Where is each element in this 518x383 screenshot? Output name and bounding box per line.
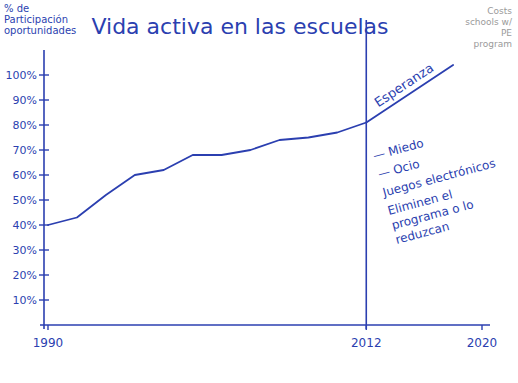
y-axis-title: % deParticipaciónoportunidades xyxy=(4,3,76,36)
y-tick-label: 30% xyxy=(13,244,37,257)
vertical-line xyxy=(365,20,367,329)
x-tick-label: 1990 xyxy=(33,336,64,350)
text-line: Costs xyxy=(487,6,512,16)
y-tick xyxy=(39,274,49,275)
y-tick xyxy=(39,299,49,300)
series-line xyxy=(48,123,366,226)
text-line: Participación xyxy=(4,14,68,25)
text-line: % de xyxy=(4,3,29,14)
text-line: PE xyxy=(501,28,512,38)
y-tick xyxy=(39,199,49,200)
y-tick-label: 90% xyxy=(13,94,37,107)
y-tick-label: 20% xyxy=(13,269,37,282)
annotation: Eliminen elprograma o loreduzcan xyxy=(386,183,479,247)
y-axis xyxy=(43,50,45,329)
text-line: schools w/ xyxy=(465,17,513,27)
side-note: Costsschools w/PEprogram xyxy=(465,6,513,49)
y-tick-label: 50% xyxy=(13,194,37,207)
series-label: Esperanza xyxy=(372,60,437,110)
y-tick-label: 80% xyxy=(13,119,37,132)
y-tick xyxy=(39,174,49,175)
y-tick-label: 10% xyxy=(13,294,37,307)
text-line: oportunidades xyxy=(4,25,76,36)
x-tick-label: 2012 xyxy=(351,336,382,350)
y-tick xyxy=(39,124,49,125)
y-tick xyxy=(39,149,49,150)
y-tick-label: 40% xyxy=(13,219,37,232)
text-line: reduzcan xyxy=(394,219,451,247)
y-tick xyxy=(39,99,49,100)
y-tick-label: 70% xyxy=(13,144,37,157)
y-tick xyxy=(39,74,49,75)
chart: Vida activa en las escuelas % deParticipa… xyxy=(0,0,518,383)
y-tick xyxy=(39,249,49,250)
x-axis xyxy=(40,324,490,326)
y-tick-label: 60% xyxy=(13,169,37,182)
title: Vida activa en las escuelas xyxy=(91,14,388,39)
annotations: — Miedo— OcioJuegos electrónicosEliminen… xyxy=(370,119,509,247)
x-tick xyxy=(481,325,482,330)
y-tick-label: 100% xyxy=(6,69,37,82)
text-line: program xyxy=(474,39,512,49)
x-tick-label: 2020 xyxy=(467,336,498,350)
x-tick xyxy=(47,325,48,330)
